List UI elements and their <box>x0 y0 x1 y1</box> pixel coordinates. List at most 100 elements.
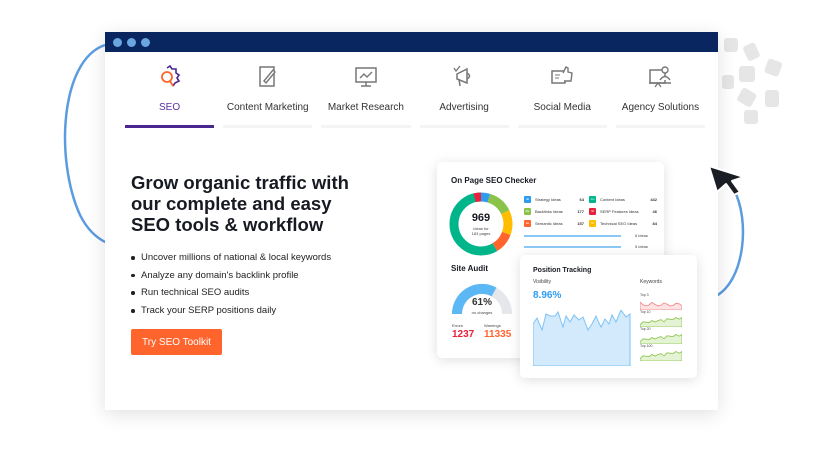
tab-content-marketing[interactable]: Content Marketing <box>223 52 313 129</box>
tab-indicator <box>125 125 215 128</box>
tab-label: SEO <box>159 102 181 113</box>
keyword-bucket-label: Top 10 <box>640 310 651 314</box>
keyword-bucket-label: Top 3 <box>640 293 649 297</box>
title-bar <box>105 32 718 52</box>
card-title: Position Tracking <box>533 267 592 274</box>
legend-label: Strategy Ideas <box>535 197 561 202</box>
legend-swatch: Te <box>589 220 596 227</box>
legend-swatch: Sf <box>589 208 596 215</box>
legend-item: Se Semantic Ideas 157 <box>524 220 584 227</box>
visibility-chart <box>533 310 631 366</box>
category-tabs: SEO Content Marketing Market Research Ad… <box>125 52 706 129</box>
legend-value: 157 <box>577 221 584 226</box>
audit-sub: no changes <box>471 310 493 315</box>
tab-indicator <box>321 125 411 128</box>
legend-label: SERP Features Ideas <box>600 209 639 214</box>
feature-item: Track your SERP positions daily <box>131 302 371 320</box>
legend-item: Te Technical SEO Ideas 84 <box>589 220 657 227</box>
hero-title: Grow organic traffic with our complete a… <box>131 172 349 235</box>
legend-item: St Strategy Ideas 64 <box>524 196 584 203</box>
visibility-value: 8.96% <box>533 290 562 301</box>
feature-item: Analyze any domain's backlink profile <box>131 267 371 285</box>
document-pen-icon <box>259 66 276 87</box>
window-dot[interactable] <box>127 37 136 47</box>
presenter-board-icon <box>649 66 672 88</box>
sparkline <box>639 301 683 311</box>
tab-indicator <box>615 125 706 128</box>
seo-gear-magnifier-icon <box>160 64 180 87</box>
legend-swatch: St <box>524 196 531 203</box>
keyword-bucket-label: Top 20 <box>640 327 651 331</box>
ideas-total: 969 <box>471 212 491 224</box>
visibility-label: Visibility <box>533 279 551 285</box>
tab-label: Social Media <box>533 102 591 113</box>
donut-segment-strategy <box>449 192 513 256</box>
errors-label: Errors <box>452 323 463 328</box>
legend-value: 442 <box>650 197 657 202</box>
tab-indicator <box>419 125 509 128</box>
tab-label: Content Marketing <box>226 102 309 113</box>
legend-value: 46 <box>652 209 657 214</box>
visibility-area <box>533 310 631 366</box>
card-title: On Page SEO Checker <box>451 176 537 185</box>
tab-market-research[interactable]: Market Research <box>321 52 411 129</box>
decor-tiles <box>722 38 783 124</box>
legend-swatch: Co <box>589 196 596 203</box>
site-audit-title: Site Audit <box>451 264 489 273</box>
window-dot[interactable] <box>113 37 122 47</box>
sparkline <box>639 333 683 345</box>
legend-label: Content Ideas <box>600 197 625 202</box>
browser-window: SEO Content Marketing Market Research Ad… <box>105 32 718 410</box>
ideas-sub: 183 pages <box>471 231 491 236</box>
tab-indicator <box>517 125 607 128</box>
audit-percent: 61% <box>471 297 492 308</box>
sparkline <box>639 350 683 362</box>
gauge-fill <box>451 283 497 315</box>
keywords-label: Keywords <box>640 279 662 285</box>
legend-value: 64 <box>579 197 584 202</box>
tab-agency-solutions[interactable]: Agency Solutions <box>615 52 706 129</box>
legend-item: Ba Backlinks Ideas 177 <box>524 208 584 215</box>
legend-value: 84 <box>652 221 657 226</box>
tab-seo[interactable]: SEO <box>125 52 215 129</box>
donut-segment-technical <box>449 192 513 256</box>
legend-swatch: Ba <box>524 208 531 215</box>
tab-advertising[interactable]: Advertising <box>419 52 509 129</box>
keyword-bucket-label: Top 100 <box>640 344 653 348</box>
progress-label: 5 ideas <box>635 244 648 249</box>
legend-label: Semantic Ideas <box>535 221 563 226</box>
ideas-sub: ideas for <box>473 226 489 231</box>
megaphone-icon <box>453 65 471 87</box>
sparkline <box>639 316 683 328</box>
legend-label: Backlinks Ideas <box>535 209 563 214</box>
warnings-label: Warnings <box>484 323 501 328</box>
position-tracking-card: Position Tracking Visibility 8.96% Keywo… <box>520 255 697 378</box>
legend-item: Co Content Ideas 442 <box>589 196 657 203</box>
window-dot[interactable] <box>141 37 150 47</box>
keyword-sparkline: Top 100 <box>639 344 683 366</box>
legend-item: Sf SERP Features Ideas 46 <box>589 208 657 215</box>
thumbs-up-chat-icon <box>551 66 574 84</box>
legend-label: Technical SEO Ideas <box>600 221 638 226</box>
tab-label: Advertising <box>439 102 489 113</box>
tab-label: Market Research <box>327 102 404 113</box>
legend-swatch: Se <box>524 220 531 227</box>
cursor-arrow-icon <box>708 165 745 196</box>
decor-curve-right <box>715 189 745 298</box>
feature-item: Uncover millions of national & local key… <box>131 249 371 267</box>
progress-label: 6 ideas <box>635 233 648 238</box>
legend-value: 177 <box>577 209 584 214</box>
feature-item: Run technical SEO audits <box>131 284 371 302</box>
feature-list: Uncover millions of national & local key… <box>131 249 371 320</box>
tab-label: Agency Solutions <box>621 102 700 113</box>
progress-bar <box>524 246 621 248</box>
hero-section: Grow organic traffic with our complete a… <box>131 172 371 320</box>
tab-indicator <box>223 125 313 128</box>
try-seo-toolkit-button[interactable]: Try SEO Toolkit <box>131 329 222 355</box>
errors-value: 1237 <box>452 329 475 340</box>
site-audit-gauge <box>451 283 512 315</box>
warnings-value: 11335 <box>484 329 512 340</box>
monitor-chart-icon <box>355 67 377 87</box>
progress-bar <box>524 235 621 237</box>
tab-social-media[interactable]: Social Media <box>517 52 607 129</box>
